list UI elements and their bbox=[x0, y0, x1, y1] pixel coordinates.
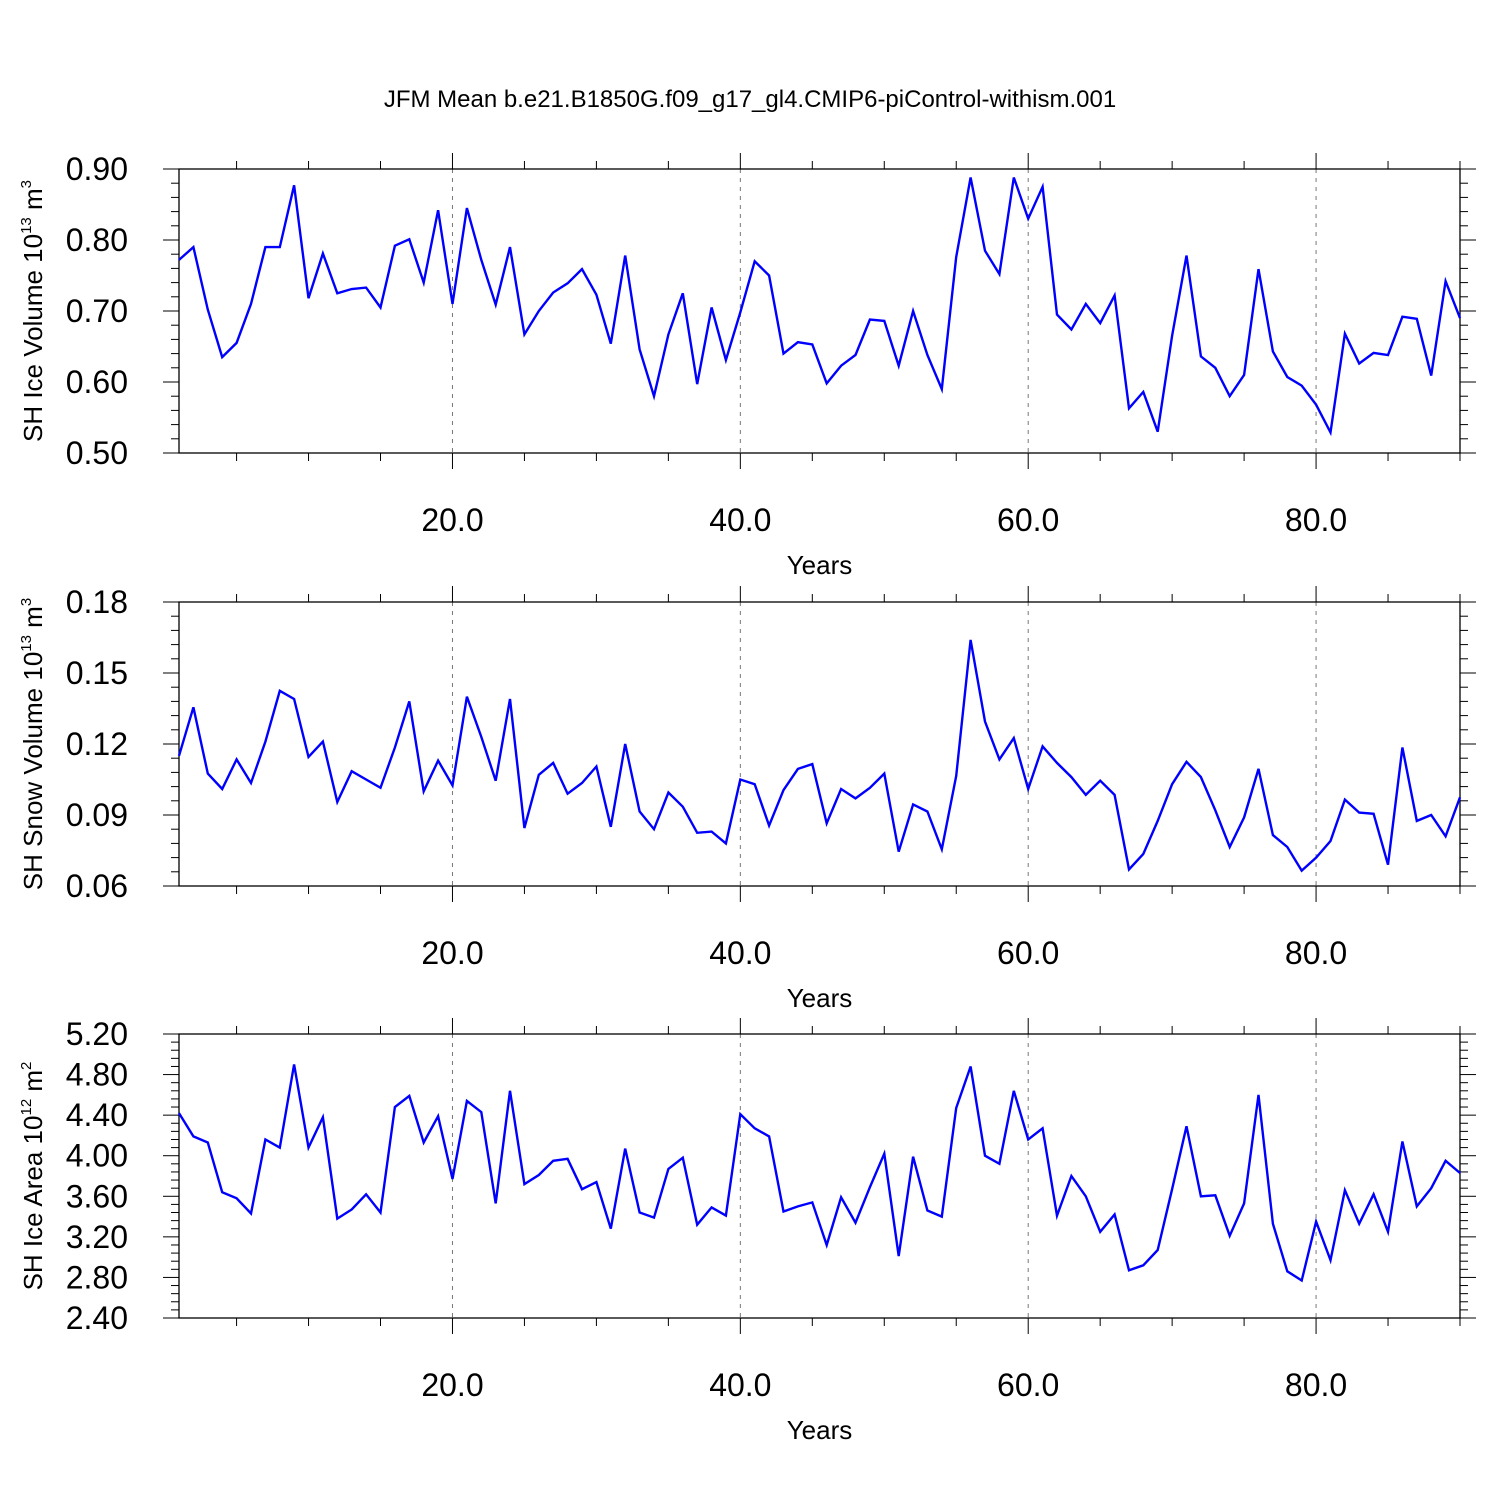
chart-panel-2: 0.06 0.09 0.12 0.15 0.18 20.0 40.0 60.0 80.0 Year… bbox=[18, 584, 1476, 1013]
y-axis-label-unit-exponent: 3 bbox=[18, 598, 35, 606]
y-tick-label: 3.60 bbox=[66, 1178, 128, 1214]
y-tick-label: 0.18 bbox=[66, 584, 128, 620]
chart-panel-3: 2.40 2.80 3.20 3.60 4.00 4.40 4.80 5.20 20.0 40.0… bbox=[18, 1016, 1476, 1445]
x-tick-label: 80.0 bbox=[1285, 502, 1347, 538]
y-tick-label: 0.70 bbox=[66, 293, 128, 329]
y-tick-label: 0.50 bbox=[66, 435, 128, 471]
x-tick-label: 60.0 bbox=[997, 1367, 1059, 1403]
y-axis-label: SH Snow Volume 1013 m3 bbox=[18, 598, 48, 890]
y-axis-label-unit-exponent: 3 bbox=[18, 180, 35, 188]
chart-panel-1: 0.50 0.60 0.70 0.80 0.90 20.0 40.0 60.0 80.0 Year… bbox=[18, 151, 1476, 580]
y-tick-label: 4.80 bbox=[66, 1057, 128, 1093]
y-axis-label-exponent: 13 bbox=[18, 217, 35, 234]
y-axis-label-text: SH Ice Area 10 bbox=[18, 1116, 48, 1291]
y-axis-label-text: SH Snow Volume 10 bbox=[18, 652, 48, 890]
x-tick-label: 20.0 bbox=[421, 1367, 483, 1403]
x-tick-label: 40.0 bbox=[709, 502, 771, 538]
y-tick-label: 5.20 bbox=[66, 1016, 128, 1052]
x-tick-label: 60.0 bbox=[997, 502, 1059, 538]
y-tick-label: 4.00 bbox=[66, 1138, 128, 1174]
y-tick-label: 0.09 bbox=[66, 797, 128, 833]
y-axis-label-unit: m bbox=[18, 1070, 48, 1099]
x-tick-label: 20.0 bbox=[421, 935, 483, 971]
x-tick-label: 40.0 bbox=[709, 935, 771, 971]
y-axis-label-text: SH Ice Volume 10 bbox=[18, 234, 48, 442]
x-tick-label: 40.0 bbox=[709, 1367, 771, 1403]
y-tick-label: 0.15 bbox=[66, 655, 128, 691]
y-axis-label-exponent: 13 bbox=[18, 635, 35, 652]
y-tick-label: 0.12 bbox=[66, 726, 128, 762]
series-line bbox=[178, 177, 1462, 437]
y-tick-label: 0.60 bbox=[66, 364, 128, 400]
x-axis-label: Years bbox=[787, 983, 853, 1013]
figure-title: JFM Mean b.e21.B1850G.f09_g17_gl4.CMIP6-… bbox=[384, 86, 1116, 113]
series-line bbox=[177, 639, 1462, 873]
series-line bbox=[177, 1064, 1461, 1283]
plot-frame bbox=[178, 168, 1461, 454]
y-tick-label: 0.90 bbox=[66, 151, 128, 187]
x-tick-label: 80.0 bbox=[1285, 935, 1347, 971]
y-axis-label-unit-exponent: 2 bbox=[18, 1062, 35, 1070]
plot-frame bbox=[178, 601, 1461, 887]
x-tick-label: 20.0 bbox=[421, 502, 483, 538]
y-axis-label: SH Ice Area 1012 m2 bbox=[18, 1062, 48, 1291]
y-tick-label: 2.40 bbox=[66, 1300, 128, 1336]
plot-frame bbox=[178, 1033, 1461, 1319]
y-tick-label: 2.80 bbox=[66, 1259, 128, 1295]
y-tick-label: 0.80 bbox=[66, 222, 128, 258]
x-tick-label: 60.0 bbox=[997, 935, 1059, 971]
y-tick-label: 3.20 bbox=[66, 1219, 128, 1255]
x-axis-label: Years bbox=[787, 1415, 853, 1445]
y-axis-label-unit: m bbox=[18, 188, 48, 217]
y-axis-label-exponent: 12 bbox=[18, 1099, 35, 1116]
y-tick-label: 4.40 bbox=[66, 1097, 128, 1133]
y-tick-label: 0.06 bbox=[66, 868, 128, 904]
x-tick-label: 80.0 bbox=[1285, 1367, 1347, 1403]
y-axis-label: SH Ice Volume 1013 m3 bbox=[18, 180, 48, 442]
y-axis-label-unit: m bbox=[18, 606, 48, 635]
x-axis-label: Years bbox=[787, 550, 853, 580]
